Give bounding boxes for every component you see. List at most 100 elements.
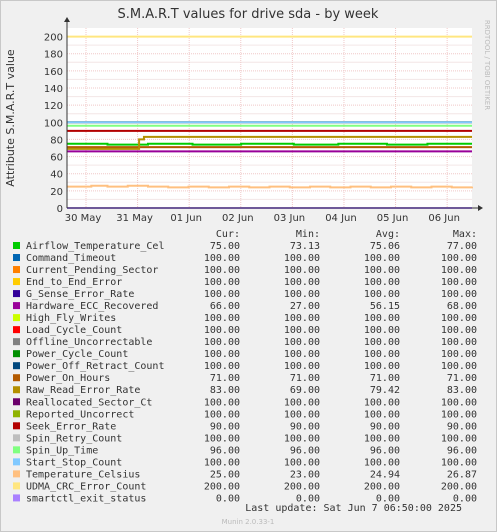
- legend-value: 66.00: [210, 301, 240, 312]
- legend-swatch: [13, 458, 20, 466]
- legend-value: 100.00: [441, 457, 477, 468]
- legend-value: 83.00: [447, 385, 477, 396]
- legend-series-name: Power_Off_Retract_Count: [26, 361, 164, 372]
- legend-swatch: [13, 422, 20, 430]
- legend-swatch: [13, 338, 20, 346]
- last-update: Last update: Sat Jun 7 06:50:00 2025: [245, 503, 462, 514]
- legend-value: 79.42: [370, 385, 400, 396]
- y-tick-label: 0: [57, 204, 63, 215]
- legend-series-name: Airflow_Temperature_Cel: [26, 241, 164, 252]
- legend-series-name: Offline_Uncorrectable: [26, 337, 152, 348]
- legend-value: 100.00: [441, 289, 477, 300]
- legend-value: 100.00: [364, 265, 400, 276]
- legend-swatch: [13, 434, 20, 442]
- legend-value: 71.00: [290, 373, 320, 384]
- legend-swatch: [13, 290, 20, 298]
- y-tick-label: 80: [50, 135, 63, 146]
- legend-series-name: Temperature_Celsius: [26, 469, 140, 480]
- y-tick-label: 200: [44, 33, 63, 44]
- legend-value: 25.00: [210, 469, 240, 480]
- legend-value: 100.00: [284, 289, 320, 300]
- legend-value: 100.00: [204, 265, 240, 276]
- legend-value: 100.00: [364, 277, 400, 288]
- legend-value: 23.00: [290, 469, 320, 480]
- legend-series-name: Spin_Retry_Count: [26, 433, 122, 444]
- legend-series-name: Spin_Up_Time: [26, 445, 98, 456]
- legend-value: 71.00: [370, 373, 400, 384]
- legend-swatch: [13, 314, 20, 322]
- legend-value: 100.00: [284, 397, 320, 408]
- legend-series-name: UDMA_CRC_Error_Count: [26, 481, 146, 492]
- legend-value: 0.00: [216, 493, 240, 504]
- legend-series-name: G_Sense_Error_Rate: [26, 289, 134, 300]
- x-tick-label: 03 Jun: [274, 213, 306, 224]
- legend-value: 27.00: [290, 301, 320, 312]
- legend-value: 100.00: [364, 337, 400, 348]
- series-line: [67, 184, 473, 189]
- legend-value: 100.00: [441, 361, 477, 372]
- legend-value: 56.15: [370, 301, 400, 312]
- legend-value: 100.00: [204, 313, 240, 324]
- legend-swatch: [13, 266, 20, 274]
- legend-series-name: Start_Stop_Count: [26, 457, 122, 468]
- legend-value: 200.00: [441, 481, 477, 492]
- x-tick-label: 02 Jun: [222, 213, 254, 224]
- legend-value: 100.00: [364, 289, 400, 300]
- legend-value: 96.00: [447, 445, 477, 456]
- legend-value: 77.00: [447, 241, 477, 252]
- legend-value: 100.00: [284, 433, 320, 444]
- legend-series-name: Load_Cycle_Count: [26, 325, 122, 336]
- legend-series-name: High_Fly_Writes: [26, 313, 116, 324]
- legend-value: 100.00: [364, 361, 400, 372]
- legend: Airflow_Temperature_Cel 75.00 73.13 75.06 77…: [13, 241, 477, 504]
- legend-value: 100.00: [204, 337, 240, 348]
- legend-value: 24.94: [370, 469, 400, 480]
- legend-value: 90.00: [290, 421, 320, 432]
- y-tick-labels: 0 20 40 60 80 100 120 140 160 180 200: [44, 33, 63, 215]
- legend-value: 100.00: [364, 325, 400, 336]
- y-tick-label: 140: [44, 84, 63, 95]
- legend-value: 90.00: [370, 421, 400, 432]
- legend-value: 100.00: [364, 313, 400, 324]
- legend-value: 100.00: [204, 457, 240, 468]
- legend-value: 100.00: [441, 349, 477, 360]
- y-tick-label: 120: [44, 101, 63, 112]
- legend-value: 100.00: [441, 433, 477, 444]
- series-line: [67, 135, 472, 150]
- legend-value: 100.00: [441, 397, 477, 408]
- legend-value: 100.00: [441, 253, 477, 264]
- legend-series-name: Command_Timeout: [26, 253, 116, 264]
- legend-value: 100.00: [364, 409, 400, 420]
- legend-value: 100.00: [364, 457, 400, 468]
- legend-value: 100.00: [204, 397, 240, 408]
- legend-swatch: [13, 410, 20, 418]
- legend-swatch: [13, 494, 20, 502]
- legend-series-name: End_to_End_Error: [26, 277, 122, 288]
- legend-value: 100.00: [284, 325, 320, 336]
- y-tick-label: 160: [44, 67, 63, 78]
- chart-title: S.M.A.R.T values for drive sda - by week: [118, 7, 379, 22]
- munin-footer: Munin 2.0.33-1: [222, 518, 275, 526]
- legend-swatch: [13, 362, 20, 370]
- legend-value: 96.00: [210, 445, 240, 456]
- legend-value: 71.00: [447, 373, 477, 384]
- legend-swatch: [13, 278, 20, 286]
- legend-value: 100.00: [441, 409, 477, 420]
- legend-value: 200.00: [364, 481, 400, 492]
- y-tick-label: 100: [44, 118, 63, 129]
- legend-value: 100.00: [284, 337, 320, 348]
- x-axis-arrow: [478, 205, 483, 211]
- legend-value: 26.87: [447, 469, 477, 480]
- legend-value: 100.00: [441, 277, 477, 288]
- axes: [64, 17, 483, 211]
- legend-swatch: [13, 242, 20, 249]
- x-tick-labels: 30 May 31 May 01 Jun 02 Jun 03 Jun 04 Jun 05 J…: [65, 213, 460, 224]
- legend-swatch: [13, 374, 20, 382]
- legend-value: 73.13: [290, 241, 320, 252]
- y-axis-label: Attribute S.M.A.R.T value: [4, 49, 17, 187]
- legend-value: 100.00: [204, 253, 240, 264]
- rrdtool-watermark: RRDTOOL / TOBI OETIKER: [483, 20, 491, 110]
- legend-header: Cur: Min: Avg: Max:: [216, 229, 477, 240]
- legend-column-header: Avg:: [376, 229, 400, 240]
- legend-swatch: [13, 470, 20, 478]
